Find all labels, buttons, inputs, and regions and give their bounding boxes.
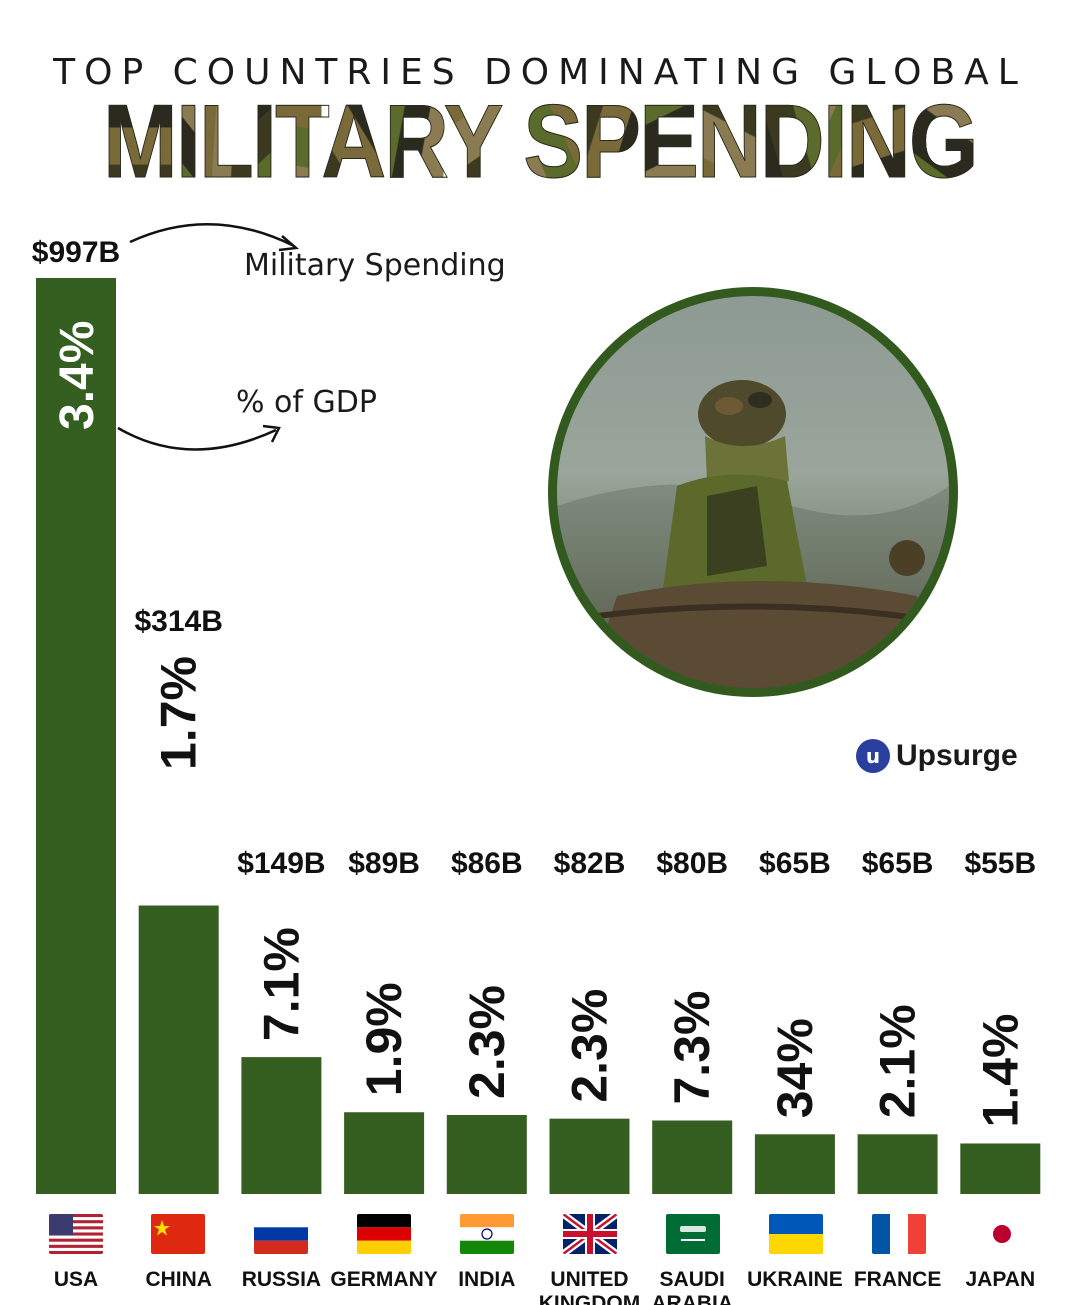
uk-flag-icon <box>563 1214 617 1254</box>
bar-usa <box>36 278 116 1194</box>
spending-label: $149B <box>237 847 325 880</box>
spending-label: $65B <box>759 847 831 880</box>
ukraine-flag-icon <box>769 1214 823 1254</box>
bar-ukraine <box>754 1134 835 1194</box>
gdp-arrow <box>117 426 277 451</box>
gdp-label: 1.7% <box>151 656 207 770</box>
camo-letter: S <box>523 84 584 200</box>
brand-name: Upsurge <box>896 739 1018 772</box>
country-label: FRANCE <box>854 1268 942 1291</box>
country-label: SAUDI ARABIA <box>651 1268 733 1305</box>
russia-flag-icon <box>254 1214 308 1254</box>
bar-russia <box>241 1057 322 1194</box>
gdp-label: 1.9% <box>356 982 412 1096</box>
country-label: UKRAINE <box>747 1268 843 1291</box>
gdp-label: 34% <box>767 1018 823 1118</box>
spending-label: $89B <box>348 847 420 880</box>
country-label: GERMANY <box>330 1268 437 1291</box>
camo-letter: I <box>822 84 848 200</box>
spending-label: $55B <box>964 847 1036 880</box>
camo-letter: Y <box>443 84 502 200</box>
france-flag-icon <box>872 1214 926 1254</box>
country-label: RUSSIA <box>242 1268 321 1291</box>
gdp-label: 3.4% <box>51 321 104 430</box>
camo-letter: N <box>846 84 911 200</box>
japan-flag-icon <box>975 1214 1029 1254</box>
camo-letter: A <box>321 84 386 200</box>
usa-flag-icon <box>49 1214 103 1254</box>
camo-letter: T <box>275 84 324 200</box>
camo-letter: G <box>908 84 979 200</box>
camo-letter: L <box>199 84 254 200</box>
camo-letter: R <box>384 84 446 200</box>
camo-letter: I <box>175 84 202 200</box>
brand-logo: u Upsurge <box>856 734 1018 778</box>
spending-label: $314B <box>134 605 222 638</box>
china-flag-icon <box>151 1214 205 1254</box>
camo-title-text: MILITARY SPENDING <box>103 84 979 200</box>
camo-letter: M <box>103 84 178 200</box>
india-flag-icon <box>460 1214 514 1254</box>
camo-letter: D <box>760 84 825 200</box>
bar-united-kingdom <box>549 1118 630 1194</box>
bar-germany <box>344 1112 425 1194</box>
camo-letter: E <box>639 84 700 200</box>
spending-label: $82B <box>554 847 626 880</box>
legend-gdp: % of GDP <box>236 385 377 420</box>
spending-label: $80B <box>656 847 728 880</box>
bar-china <box>138 905 219 1194</box>
bar-japan <box>960 1143 1041 1194</box>
chart-title-line2: MILITARY SPENDING <box>76 84 1005 200</box>
camo-letter: P <box>581 84 642 200</box>
gdp-arrowhead <box>262 424 281 443</box>
country-label: CHINA <box>145 1268 212 1291</box>
germany-flag-icon <box>357 1214 411 1254</box>
gdp-label: 7.3% <box>664 991 720 1105</box>
chart-title-line1: TOP COUNTRIES DOMINATING GLOBAL <box>53 52 1027 93</box>
soldier-photo <box>548 287 958 697</box>
spending-label: $65B <box>862 847 934 880</box>
legend-military-spending: Military Spending <box>244 248 506 283</box>
spending-arrowhead <box>278 235 299 252</box>
gdp-label: 1.4% <box>972 1013 1028 1127</box>
camo-letter: I <box>252 84 278 200</box>
country-label: USA <box>54 1268 98 1291</box>
bar-india <box>446 1114 527 1194</box>
soldier-illustration <box>557 380 949 688</box>
camo-letter: N <box>697 84 762 200</box>
bar-saudi-arabia <box>652 1120 733 1194</box>
gdp-label: 2.3% <box>459 985 515 1099</box>
saudi-flag-icon <box>666 1214 720 1254</box>
bar-france <box>857 1134 938 1194</box>
country-label: JAPAN <box>965 1268 1035 1291</box>
spending-arrow <box>129 223 293 247</box>
country-label: UNITED KINGDOM <box>539 1268 641 1305</box>
gdp-label: 2.1% <box>870 1004 926 1118</box>
upsurge-icon: u <box>856 739 890 773</box>
spending-label: $86B <box>451 847 523 880</box>
gdp-label: 2.3% <box>562 989 618 1103</box>
country-label: INDIA <box>458 1268 515 1291</box>
spending-label: $997B <box>32 236 120 269</box>
gdp-label: 7.1% <box>253 927 309 1041</box>
